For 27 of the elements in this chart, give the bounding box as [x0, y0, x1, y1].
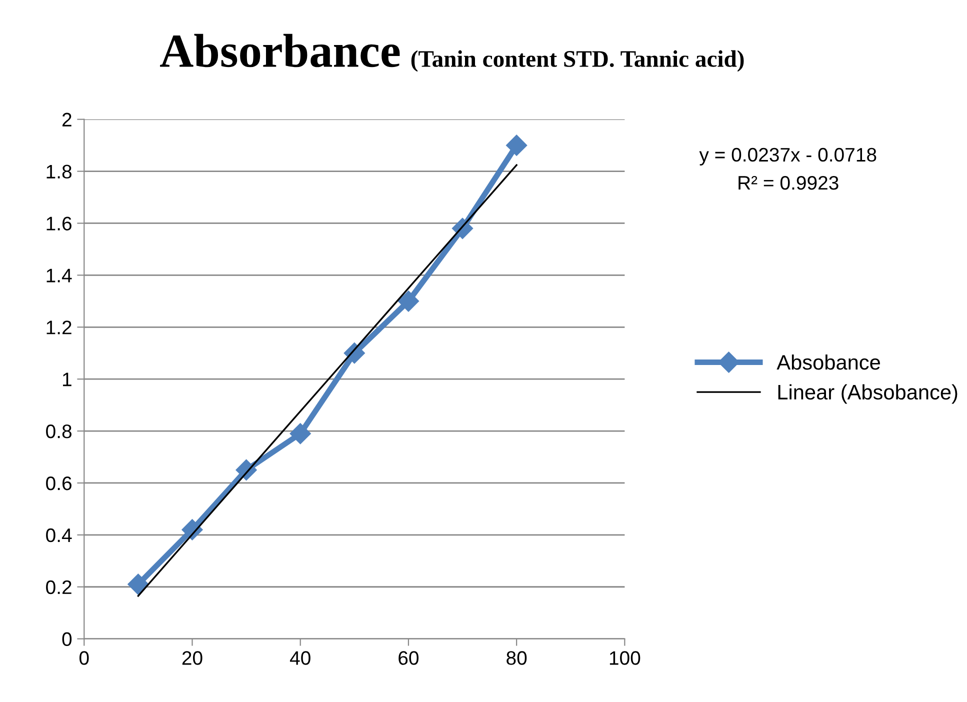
- chart-subtitle: (Tanin content STD. Tannic acid): [411, 50, 744, 72]
- chart-title: Absorbance: [160, 34, 400, 68]
- x-tick-label: 60: [398, 651, 419, 665]
- y-tick-label: 0.6: [46, 476, 72, 490]
- y-tick-label: 0.2: [46, 580, 72, 594]
- x-tick-label: 0: [79, 651, 89, 665]
- y-tick-label: 1: [62, 372, 72, 386]
- x-tick-label: 100: [610, 651, 640, 665]
- y-tick-label: 1.6: [46, 216, 72, 230]
- legend-label: Linear (Absobance): [778, 384, 958, 404]
- y-tick-label: 1.4: [46, 268, 72, 282]
- point: [290, 423, 311, 444]
- x-tick-label: 20: [182, 651, 202, 665]
- x-tick-label: 40: [290, 651, 310, 665]
- point: [506, 134, 528, 156]
- y-tick-label: 1.8: [46, 164, 72, 179]
- y-tick-label: 0.4: [46, 528, 72, 542]
- x-tick-label: 80: [506, 651, 527, 665]
- y-tick-label: 0: [62, 632, 72, 646]
- legend-label: Absobance: [776, 354, 880, 370]
- point: [128, 574, 149, 595]
- y-tick-label: 2: [62, 112, 72, 126]
- y-tick-label: 1.2: [46, 320, 72, 334]
- y-tick-label: 0.8: [46, 424, 72, 438]
- text: R² = 0.9923: [738, 176, 838, 190]
- text: y = 0.0237x - 0.0718: [699, 148, 876, 166]
- point: [398, 290, 419, 312]
